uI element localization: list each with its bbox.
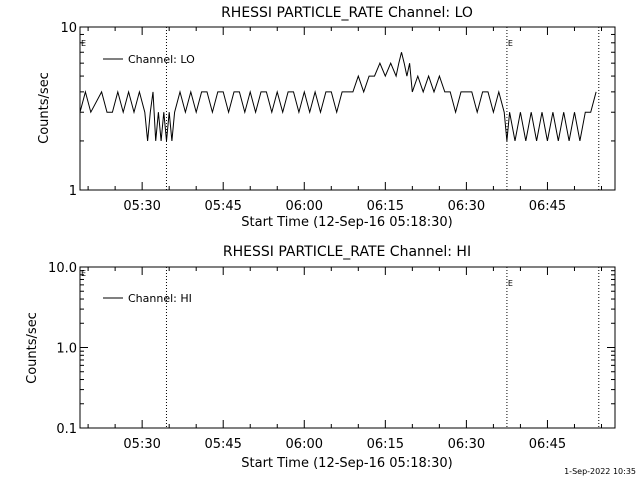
chart-title: RHESSI PARTICLE_RATE Channel: LO bbox=[221, 5, 473, 21]
series-line bbox=[79, 52, 597, 141]
y-tick-label: 1.0 bbox=[56, 342, 77, 357]
event-marker-label: E bbox=[508, 39, 513, 48]
x-tick-label: 05:30 bbox=[123, 199, 160, 214]
x-tick-label: 06:00 bbox=[286, 437, 323, 452]
event-marker-label: E bbox=[508, 279, 513, 288]
y-tick-label: 0.1 bbox=[56, 422, 77, 437]
y-tick-label: 10 bbox=[60, 21, 77, 36]
y-ticks: 1 10 bbox=[60, 21, 615, 199]
x-tick-label: 06:15 bbox=[367, 199, 404, 214]
x-tick-label: 05:45 bbox=[204, 437, 241, 452]
plot-frame bbox=[79, 26, 616, 191]
event-markers: E bbox=[165, 27, 600, 190]
x-axis-label: Start Time (12-Sep-16 05:18:30) bbox=[241, 456, 452, 471]
series-group bbox=[79, 52, 597, 141]
x-tick-label: 06:45 bbox=[529, 199, 566, 214]
y-axis-label: Counts/sec bbox=[37, 72, 52, 144]
y-ticks: 0.1 1.0 10.0 bbox=[48, 261, 615, 437]
x-tick-label: 06:30 bbox=[448, 199, 485, 214]
y-axis-label: Counts/sec bbox=[25, 312, 40, 384]
x-axis-label: Start Time (12-Sep-16 05:18:30) bbox=[241, 215, 452, 230]
x-tick-label: 05:30 bbox=[123, 437, 160, 452]
chart-panel-hi: RHESSI PARTICLE_RATE Channel: HI Counts/… bbox=[25, 244, 616, 471]
chart-panel-lo: RHESSI PARTICLE_RATE Channel: LO Counts/… bbox=[37, 5, 616, 230]
x-ticks: 05:30 05:45 06:00 06:15 06:30 06:45 bbox=[87, 27, 602, 214]
start-marker-label: E bbox=[81, 269, 86, 278]
x-ticks: 05:30 05:45 06:00 06:15 06:30 06:45 bbox=[87, 267, 602, 452]
footer-timestamp: 1-Sep-2022 10:35 bbox=[564, 467, 636, 476]
legend-label: Channel: HI bbox=[128, 292, 192, 305]
start-marker-label: E bbox=[81, 39, 86, 48]
x-tick-label: 06:15 bbox=[367, 437, 404, 452]
x-tick-label: 06:45 bbox=[529, 437, 566, 452]
x-tick-label: 06:30 bbox=[448, 437, 485, 452]
y-tick-label: 1 bbox=[69, 184, 77, 199]
x-tick-label: 06:00 bbox=[286, 199, 323, 214]
legend-label: Channel: LO bbox=[128, 53, 195, 66]
event-markers: E bbox=[165, 267, 600, 428]
y-tick-label: 10.0 bbox=[48, 261, 77, 276]
chart-title: RHESSI PARTICLE_RATE Channel: HI bbox=[223, 244, 471, 260]
x-tick-label: 05:45 bbox=[204, 199, 241, 214]
